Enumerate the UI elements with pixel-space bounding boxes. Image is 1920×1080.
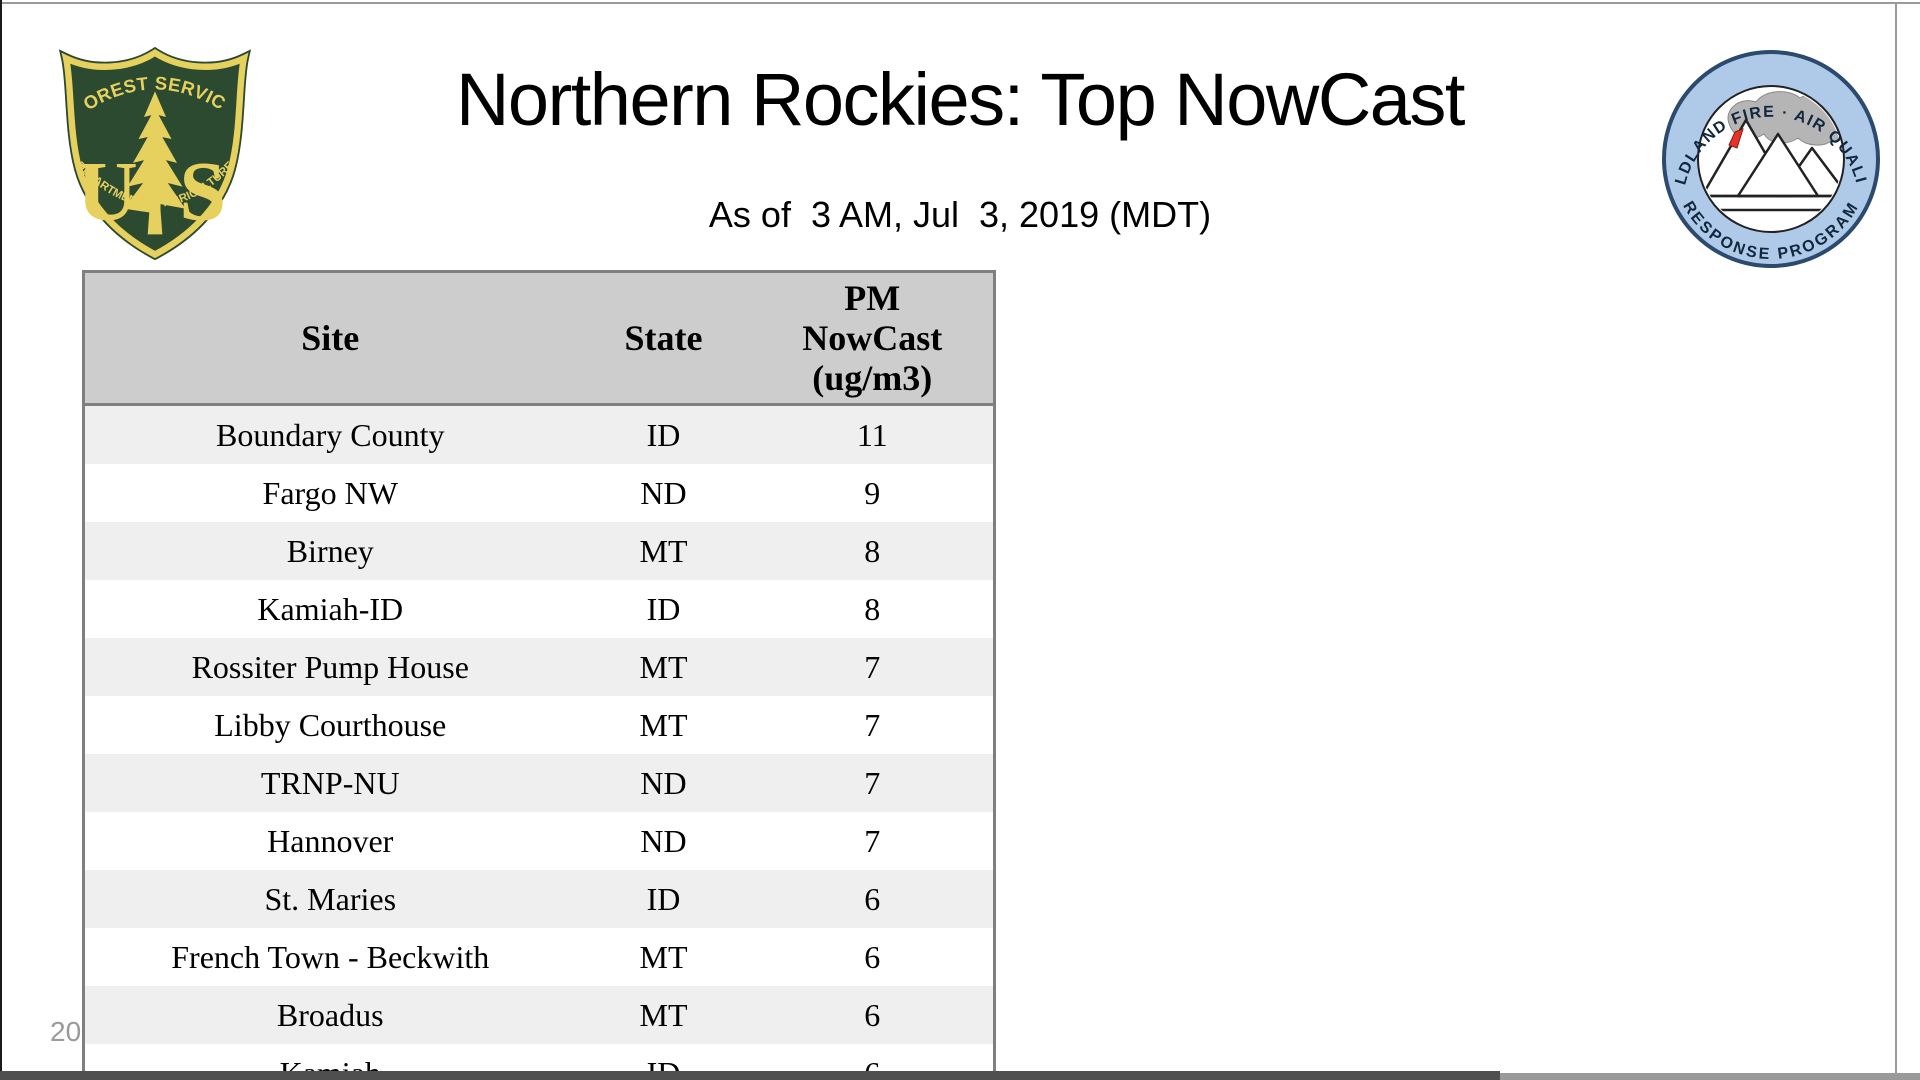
page-edge-bottom-dark xyxy=(0,1071,1500,1080)
flame-marker-icon xyxy=(1728,128,1744,149)
nowcast-table: Site State PM NowCast (ug/m3) Boundary C… xyxy=(82,270,996,1080)
state-cell: MT xyxy=(639,706,688,743)
site-cell: Hannover xyxy=(82,812,576,870)
site-cell: French Town - Beckwith xyxy=(82,928,576,986)
page-edge-bottom-light xyxy=(1500,1073,1920,1080)
site-cell: TRNP-NU xyxy=(82,754,576,812)
page-edge-left xyxy=(0,0,2,1080)
state-cell: ND xyxy=(640,474,687,511)
table-row: Broadus MT 6 xyxy=(82,986,996,1044)
table-body: Boundary County ID 11 Fargo NW ND 9 Birney MT 8 K… xyxy=(82,404,996,1080)
state-cell: ID xyxy=(646,416,681,453)
table-row: TRNP-NU ND 7 xyxy=(82,754,996,812)
state-cell: MT xyxy=(639,938,688,975)
site-cell: Kamiah-ID xyxy=(82,580,576,638)
state-cell: MT xyxy=(639,532,688,569)
state-cell: ID xyxy=(646,880,681,917)
site-cell: Libby Courthouse xyxy=(82,696,576,754)
column-header-site: Site xyxy=(82,270,576,406)
pm-cell: 9 xyxy=(751,464,996,522)
pm-cell: 6 xyxy=(751,986,996,1044)
page-edge-top xyxy=(0,2,1920,4)
page-subtitle: As of 3 AM, Jul 3, 2019 (MDT) xyxy=(708,194,1212,235)
site-cell: Birney xyxy=(82,522,576,580)
site-cell: Broadus xyxy=(82,986,576,1044)
state-cell: MT xyxy=(639,648,688,685)
pm-cell: 6 xyxy=(751,870,996,928)
site-cell: Fargo NW xyxy=(82,464,576,522)
page-title: Northern Rockies: Top NowCast xyxy=(455,58,1466,141)
pm-cell: 7 xyxy=(751,812,996,870)
column-header-state: State xyxy=(575,270,752,406)
pm-cell: 6 xyxy=(751,928,996,986)
pm-cell: 8 xyxy=(751,522,996,580)
table-row: Birney MT 8 xyxy=(82,522,996,580)
pm-cell: 7 xyxy=(751,754,996,812)
forest-service-logo-icon: FOREST SERVICE U S DEPARTMENT OF AGRICUL… xyxy=(57,40,252,260)
pine-tree-icon xyxy=(123,91,186,215)
state-cell: ID xyxy=(646,590,681,627)
page-edge-right xyxy=(1895,2,1897,1076)
state-cell: MT xyxy=(639,996,688,1033)
forest-service-letter-s: S xyxy=(179,146,226,239)
pm-cell: 7 xyxy=(751,638,996,696)
table-row: Fargo NW ND 9 xyxy=(82,464,996,522)
pm-cell: 8 xyxy=(751,580,996,638)
site-cell: Rossiter Pump House xyxy=(82,638,576,696)
pm-cell: 7 xyxy=(751,696,996,754)
site-cell: St. Maries xyxy=(82,870,576,928)
forest-service-letter-u: U xyxy=(77,146,138,239)
background-page-number: 20 xyxy=(50,1016,82,1047)
table-row: St. Maries ID 6 xyxy=(82,870,996,928)
table-row: Libby Courthouse MT 7 xyxy=(82,696,996,754)
site-cell: Boundary County xyxy=(82,404,576,464)
state-cell: ND xyxy=(640,764,687,801)
table-row: Boundary County ID 11 xyxy=(82,404,996,464)
wildland-fire-air-quality-logo-icon: WILDLAND FIRE · AIR QUALITY RESPONSE PRO… xyxy=(1660,48,1880,268)
state-cell: ND xyxy=(640,822,687,859)
pm-cell: 11 xyxy=(751,404,996,464)
column-header-pm-nowcast: PM NowCast (ug/m3) xyxy=(751,270,996,406)
table-row: Hannover ND 7 xyxy=(82,812,996,870)
pine-tree-trunk xyxy=(147,197,163,235)
table-row: Kamiah-ID ID 8 xyxy=(82,580,996,638)
table-header-row: Site State PM NowCast (ug/m3) xyxy=(82,270,996,406)
table-row: Rossiter Pump House MT 7 xyxy=(82,638,996,696)
table-row: French Town - Beckwith MT 6 xyxy=(82,928,996,986)
